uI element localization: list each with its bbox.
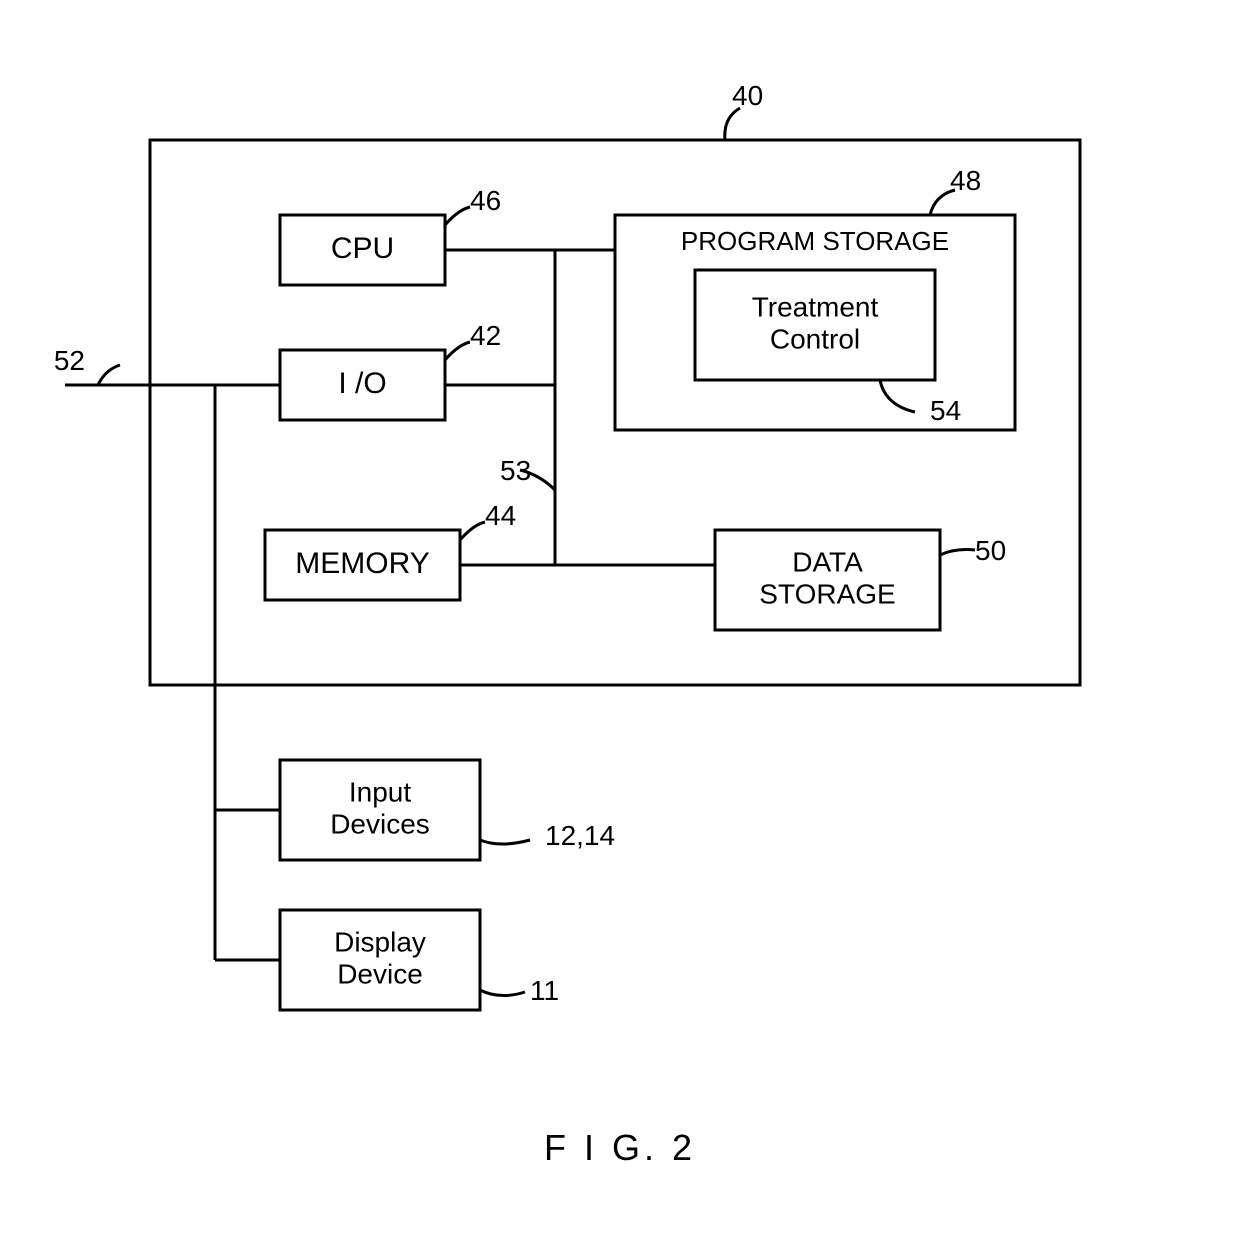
ref-48: 48 <box>950 165 981 196</box>
ref-40: 40 <box>732 80 763 111</box>
ref-50: 50 <box>975 535 1006 566</box>
svg-text:DATA: DATA <box>792 546 863 577</box>
memory-label: MEMORY <box>295 547 429 580</box>
ref-44: 44 <box>485 500 516 531</box>
display_device-label: DisplayDevice <box>334 926 426 989</box>
svg-text:Treatment: Treatment <box>752 291 879 322</box>
cpu-label: CPU <box>331 232 394 265</box>
ref-54: 54 <box>930 395 961 426</box>
program_storage-label: PROGRAM STORAGE <box>681 226 949 256</box>
lead-11 <box>480 990 525 996</box>
svg-text:Device: Device <box>337 958 423 989</box>
lead-40 <box>725 108 740 140</box>
figure-caption: F I G. 2 <box>544 1127 696 1168</box>
ref-42: 42 <box>470 320 501 351</box>
svg-text:Control: Control <box>770 323 860 354</box>
ref-12_14: 12,14 <box>545 820 615 851</box>
treatment-label: TreatmentControl <box>752 291 879 354</box>
svg-text:Devices: Devices <box>330 808 430 839</box>
svg-text:Display: Display <box>334 926 426 957</box>
io-label: I /O <box>338 367 386 400</box>
ref-53: 53 <box>500 455 531 486</box>
svg-text:Input: Input <box>349 776 411 807</box>
lead-52 <box>98 365 120 385</box>
lead-12_14 <box>480 840 530 844</box>
ref-11: 11 <box>530 975 559 1006</box>
ref-46: 46 <box>470 185 501 216</box>
svg-text:STORAGE: STORAGE <box>759 578 895 609</box>
ref-52: 52 <box>54 345 85 376</box>
